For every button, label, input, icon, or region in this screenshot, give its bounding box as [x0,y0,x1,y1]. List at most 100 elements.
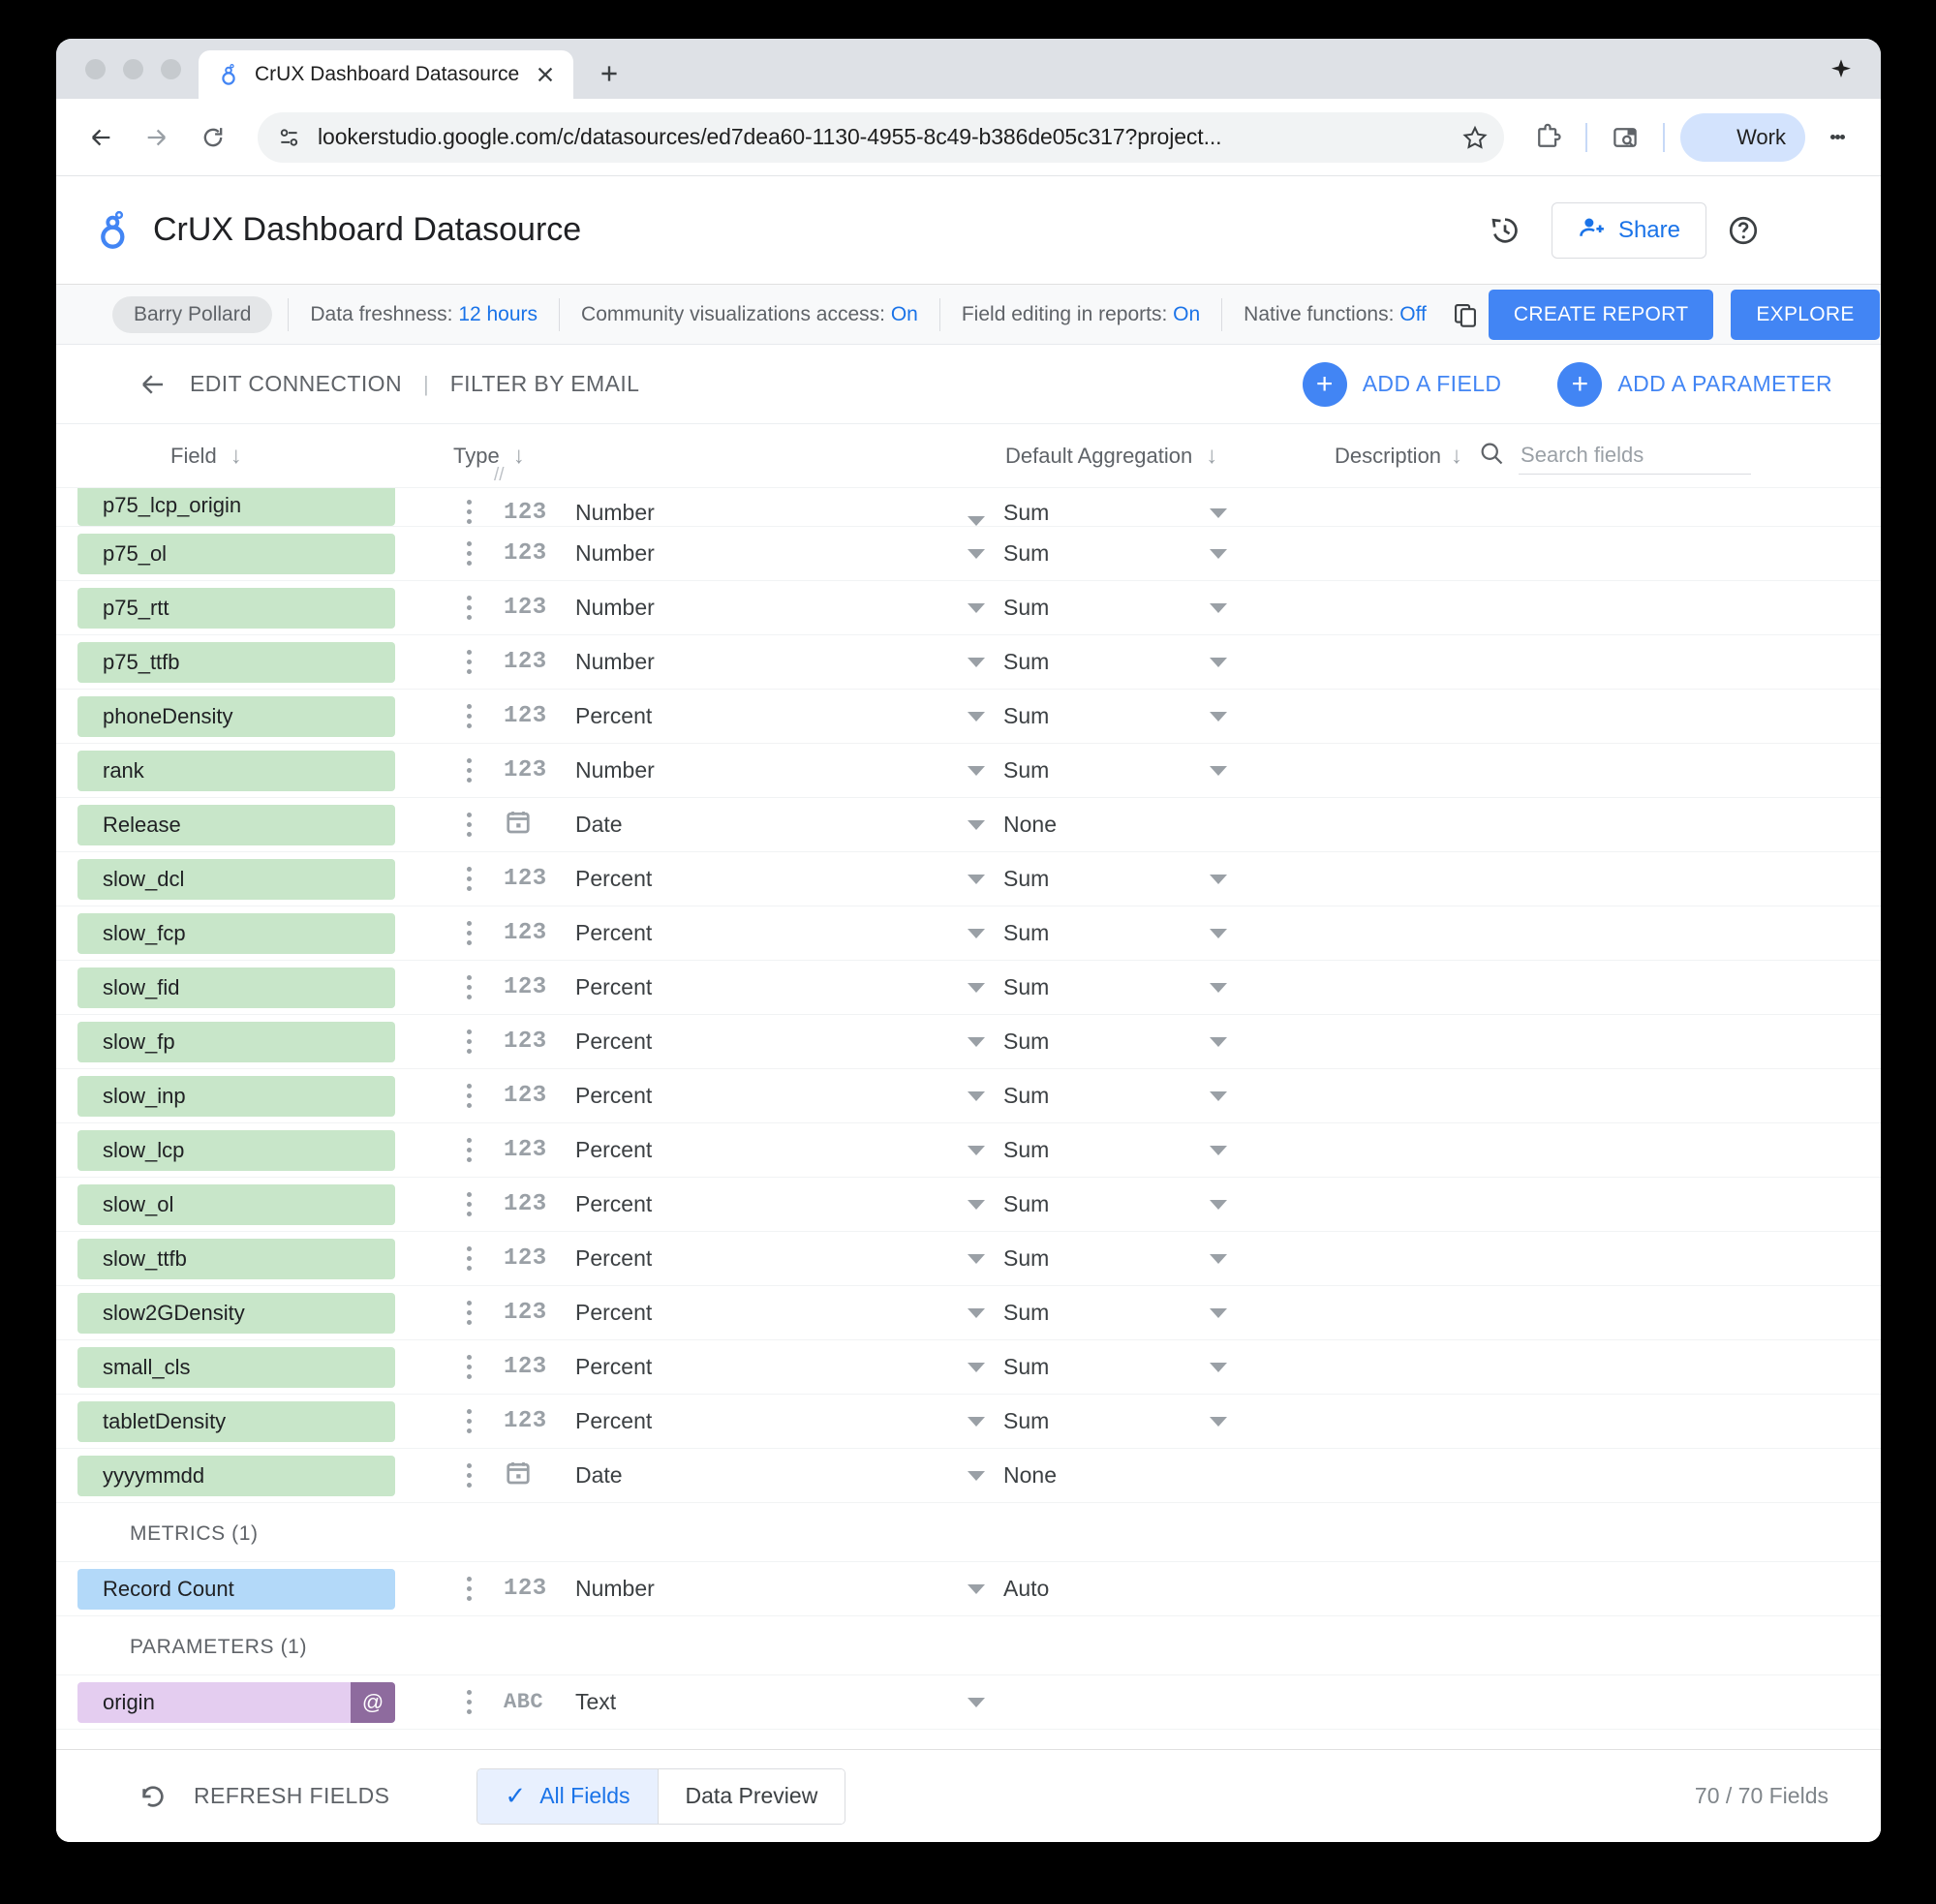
aggregation-dropdown-caret[interactable] [1199,928,1238,938]
tab-all-fields[interactable]: ✓ All Fields [477,1768,658,1824]
aggregation-dropdown-caret[interactable] [1199,765,1238,776]
type-dropdown-caret[interactable] [957,1036,996,1047]
field-name-cell[interactable]: p75_ol [56,533,444,574]
aggregation-dropdown-caret[interactable] [1199,711,1238,722]
help-circle-icon[interactable] [1716,203,1770,258]
field-chip[interactable]: slow_fcp [77,912,395,954]
type-dropdown-caret[interactable] [957,1697,996,1707]
refresh-icon[interactable] [134,1777,172,1816]
field-type-cell[interactable]: 123 Percent [494,974,957,1000]
field-name-cell[interactable]: slow_dcl [56,858,444,900]
field-aggregation-cell[interactable]: Sum [996,1191,1315,1217]
field-type-cell[interactable]: 123 Percent [494,1354,957,1380]
table-row[interactable]: slow_fp 123 Percent Sum [56,1015,1881,1069]
field-chip[interactable]: slow_inp [77,1075,395,1117]
field-type-cell[interactable]: Date [494,808,957,842]
copy-icon[interactable] [1448,297,1483,332]
row-menu-icon[interactable] [444,1407,494,1436]
row-menu-icon[interactable] [444,865,494,894]
table-row[interactable]: p75_rtt 123 Number Sum [56,581,1881,635]
row-menu-icon[interactable] [444,919,494,948]
aggregation-dropdown-caret[interactable] [1199,1036,1238,1047]
field-aggregation-cell[interactable]: None [996,1462,1315,1489]
aggregation-dropdown-caret[interactable] [1199,602,1238,613]
version-history-icon[interactable] [1478,203,1532,258]
field-name-cell[interactable]: slow_lcp [56,1129,444,1171]
type-dropdown-caret[interactable] [957,874,996,884]
star-icon[interactable] [1454,116,1496,159]
field-type-cell[interactable]: 123 Percent [494,1408,957,1434]
type-dropdown-caret[interactable] [957,1416,996,1427]
field-chip[interactable]: yyyymmdd [77,1455,395,1496]
row-menu-icon[interactable] [444,1190,494,1219]
back-arrow-icon[interactable] [77,114,124,161]
aggregation-dropdown-caret[interactable] [1199,1416,1238,1427]
browser-tab[interactable]: CrUX Dashboard Datasource [199,50,574,99]
aggregation-dropdown-caret[interactable] [1199,1253,1238,1264]
new-tab-button[interactable] [587,51,631,96]
field-name-cell[interactable]: slow_inp [56,1075,444,1117]
field-type-cell[interactable]: 123 Number [494,1576,957,1602]
field-type-cell[interactable]: 123 Number [494,757,957,783]
field-name-cell[interactable]: small_cls [56,1346,444,1388]
field-aggregation-cell[interactable]: Sum [996,920,1315,946]
column-resize-handle[interactable]: // [494,465,505,485]
explore-button[interactable]: EXPLORE [1731,289,1880,340]
table-row[interactable]: slow_fcp 123 Percent Sum [56,906,1881,961]
type-dropdown-caret[interactable] [957,819,996,830]
field-type-cell[interactable]: 123 Percent [494,866,957,892]
type-dropdown-caret[interactable] [957,1583,996,1594]
table-row[interactable]: Record Count 123 Number Auto [56,1562,1881,1616]
aggregation-dropdown-caret[interactable] [1199,1307,1238,1318]
sort-descending-icon[interactable]: ↓ [512,442,525,469]
row-menu-icon[interactable] [444,648,494,677]
field-aggregation-cell[interactable]: Sum [996,974,1315,1000]
field-aggregation-cell[interactable]: Sum [996,1354,1315,1380]
type-dropdown-caret[interactable] [957,1253,996,1264]
field-aggregation-cell[interactable]: Sum [996,500,1315,526]
field-aggregation-cell[interactable]: Sum [996,757,1315,783]
type-dropdown-caret[interactable] [957,711,996,722]
type-dropdown-caret[interactable] [957,1145,996,1155]
field-aggregation-cell[interactable]: Sum [996,866,1315,892]
field-name-cell[interactable]: slow_fp [56,1021,444,1062]
aggregation-dropdown-caret[interactable] [1199,982,1238,993]
row-menu-icon[interactable] [444,1082,494,1111]
field-type-cell[interactable]: 123 Percent [494,703,957,729]
field-aggregation-cell[interactable]: Sum [996,1245,1315,1272]
view-toggle-group[interactable]: ✓ All Fields Data Preview [476,1767,846,1825]
row-menu-icon[interactable] [444,1688,494,1717]
field-chip[interactable]: small_cls [77,1346,395,1388]
field-chip[interactable]: Release [77,804,395,845]
column-header-type[interactable]: Type ↓ [444,443,1005,470]
table-row[interactable]: p75_lcp_origin 123 Number Sum [56,488,1881,527]
field-type-cell[interactable]: 123 Percent [494,1300,957,1326]
row-menu-icon[interactable] [444,497,494,526]
field-editing-in-reports[interactable]: Field editing in reports: On [946,303,1215,326]
create-report-button[interactable]: CREATE REPORT [1488,289,1714,340]
extensions-puzzle-icon[interactable] [1525,115,1570,160]
field-chip[interactable]: slow2GDensity [77,1292,395,1334]
address-bar[interactable]: lookerstudio.google.com/c/datasources/ed… [258,111,1505,163]
table-row[interactable]: p75_ol 123 Number Sum [56,527,1881,581]
side-panel-search-icon[interactable] [1603,115,1647,160]
add-a-field-button[interactable]: + ADD A FIELD [1302,361,1502,407]
field-type-cell[interactable]: ABC Text [494,1689,957,1715]
table-row[interactable]: yyyymmdd Date None [56,1449,1881,1503]
row-menu-icon[interactable] [444,973,494,1002]
close-icon[interactable] [533,62,558,87]
field-name-cell[interactable]: slow_ttfb [56,1238,444,1279]
sort-descending-icon[interactable]: ↓ [230,442,242,469]
aggregation-dropdown-caret[interactable] [1199,1090,1238,1101]
tab-data-preview[interactable]: Data Preview [658,1768,845,1824]
field-name-cell[interactable]: slow_fid [56,967,444,1008]
close-window-button[interactable] [85,58,106,79]
field-chip[interactable]: rank [77,750,395,791]
table-row[interactable]: slow_lcp 123 Percent Sum [56,1123,1881,1178]
native-functions[interactable]: Native functions: Off [1228,303,1442,326]
field-chip[interactable]: p75_lcp_origin [77,488,395,526]
owner-chip[interactable]: Barry Pollard [112,295,273,333]
table-row[interactable]: p75_ttfb 123 Number Sum [56,635,1881,690]
field-type-cell[interactable]: 123 Percent [494,1245,957,1272]
type-dropdown-caret[interactable] [957,1307,996,1318]
